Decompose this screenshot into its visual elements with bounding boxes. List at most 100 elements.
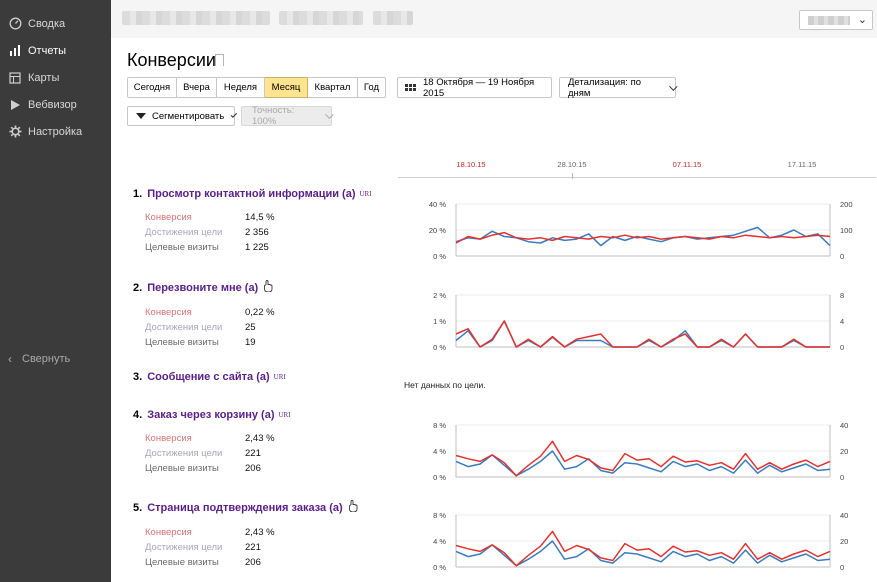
blurred-breadcrumb xyxy=(373,11,413,25)
map-icon xyxy=(8,71,22,85)
date-range-button[interactable]: 18 Октября — 19 Ноября 2015 xyxy=(397,76,552,99)
metric-label-achievements: Достижения цели xyxy=(145,448,223,459)
counter-select[interactable]: ⌄ xyxy=(799,10,873,30)
click-icon xyxy=(263,280,273,295)
segment-label: Сегментировать xyxy=(152,110,225,122)
detail-label: Детализация: по дням xyxy=(568,76,642,99)
y-right-tick-label: 20 xyxy=(840,447,848,456)
goal-number: 4. xyxy=(133,409,143,421)
goal-title[interactable]: 4. Заказ через корзину (а) URI xyxy=(133,409,291,421)
blurred-breadcrumb xyxy=(279,11,363,25)
goal-metrics: Конверсия 14,5 % Достижения цели 2 356 Цел… xyxy=(145,210,372,255)
sidebar-item-summary[interactable]: Сводка xyxy=(0,10,111,37)
metric-value-visits: 19 xyxy=(245,337,256,348)
goal-block: 4. Заказ через корзину (а) URI Конверсия… xyxy=(133,409,291,476)
metric-label-conversion: Конверсия xyxy=(145,307,192,318)
y-left-tick-label: 0 % xyxy=(433,473,446,482)
sidebar-item-label: Сводка xyxy=(28,17,66,30)
goal-title[interactable]: 1. Просмотр контактной информации (а) UR… xyxy=(133,188,372,200)
goal-chart[interactable]: 0 % 0 20 % 100 40 % 200 xyxy=(398,196,877,262)
goal-number: 2. xyxy=(133,281,143,294)
gauge-icon xyxy=(8,17,22,31)
y-left-tick-label: 1 % xyxy=(433,317,446,326)
conversion-series-line xyxy=(455,440,831,477)
y-left-tick-label: 40 % xyxy=(429,200,446,209)
period-yesterday-button[interactable]: Вчера xyxy=(177,77,217,98)
y-right-tick-label: 40 xyxy=(840,511,848,520)
period-today-button[interactable]: Сегодня xyxy=(127,77,177,98)
goal-chart[interactable]: 0 % 0 4 % 20 8 % 40 xyxy=(398,417,877,483)
metric-label-visits: Целевые визиты xyxy=(145,557,219,568)
metric-value-conversion: 0,22 % xyxy=(245,307,275,318)
goal-number: 1. xyxy=(133,188,143,200)
chevron-down-icon xyxy=(325,110,334,119)
conversion-series-line xyxy=(455,231,831,244)
period-quarter-button[interactable]: Квартал xyxy=(308,77,358,98)
date-range-label: 18 Октября — 19 Ноября 2015 xyxy=(423,76,535,99)
detail-select[interactable]: Детализация: по дням xyxy=(559,76,678,99)
filter-icon xyxy=(136,113,146,119)
metric-label-conversion: Конверсия xyxy=(145,212,192,223)
sidebar-item-maps[interactable]: Карты xyxy=(0,64,111,91)
top-bar: ⌄ xyxy=(111,0,877,38)
goal-title-text: Перезвоните мне (а) xyxy=(147,281,259,294)
goal-chart[interactable]: 0 % 0 1 % 4 2 % 8 xyxy=(398,287,877,353)
metric-label-conversion: Конверсия xyxy=(145,433,192,444)
period-week-button[interactable]: Неделя xyxy=(217,77,265,98)
sidebar-collapse-label: Свернуть xyxy=(22,353,71,365)
goal-number: 3. xyxy=(133,371,143,383)
y-left-tick-label: 0 % xyxy=(433,252,446,261)
metric-value-visits: 206 xyxy=(245,463,261,474)
date-axis: 18.10.15 28.10.15 07.11.15 17.11.15 xyxy=(398,155,876,180)
date-label: 07.11.15 xyxy=(672,160,702,169)
metric-value-achievements: 2 356 xyxy=(245,227,269,238)
goal-block: 2. Перезвоните мне (а) Конверсия 0,22 % Д… xyxy=(133,280,275,350)
period-selector: Сегодня Вчера Неделя Месяц Квартал Год xyxy=(127,77,386,98)
uri-badge: URI xyxy=(273,373,286,381)
metric-value-achievements: 221 xyxy=(245,542,261,553)
y-left-tick-label: 0 % xyxy=(433,343,446,352)
bookmark-icon[interactable] xyxy=(215,54,224,70)
sidebar-item-webvisor[interactable]: Вебвизор xyxy=(0,91,111,118)
sidebar-item-label: Вебвизор xyxy=(28,98,77,111)
y-right-tick-label: 4 xyxy=(840,317,844,326)
no-data-message: Нет данных по цели. xyxy=(404,380,486,390)
metric-value-achievements: 25 xyxy=(245,322,256,333)
goal-title-text: Страница подтверждения заказа (а) xyxy=(147,501,343,514)
accuracy-select: Точность: 100% xyxy=(241,105,334,127)
conversion-series-line xyxy=(455,320,830,348)
goal-title[interactable]: 3. Сообщение с сайта (а) URI xyxy=(133,371,286,383)
period-year-button[interactable]: Год xyxy=(358,77,386,98)
bar-chart-icon xyxy=(8,44,22,58)
goal-chart[interactable]: 0 % 0 4 % 20 8 % 40 xyxy=(398,507,877,573)
goal-number: 5. xyxy=(133,501,143,514)
goal-title[interactable]: 2. Перезвоните мне (а) xyxy=(133,280,275,295)
gear-icon xyxy=(8,125,22,139)
metric-label-visits: Целевые визиты xyxy=(145,242,219,253)
metric-value-conversion: 2,43 % xyxy=(245,527,275,538)
y-left-tick-label: 8 % xyxy=(433,421,446,430)
date-axis-line xyxy=(398,177,876,178)
play-icon xyxy=(8,98,22,112)
uri-badge: URI xyxy=(359,190,372,198)
segment-button[interactable]: Сегментировать xyxy=(127,106,238,126)
sidebar-item-reports[interactable]: Отчеты xyxy=(0,37,111,64)
date-label: 17.11.15 xyxy=(787,160,817,169)
goal-title[interactable]: 5. Страница подтверждения заказа (а) xyxy=(133,500,358,515)
chevron-down-icon xyxy=(669,81,678,91)
metric-value-conversion: 2,43 % xyxy=(245,433,275,444)
period-month-button[interactable]: Месяц xyxy=(265,77,308,98)
sidebar: Сводка Отчеты Карты Вебвизор Настройка ‹… xyxy=(0,0,111,582)
page-title: Конверсии xyxy=(127,50,216,70)
sidebar-item-settings[interactable]: Настройка xyxy=(0,118,111,145)
y-left-tick-label: 4 % xyxy=(433,447,446,456)
y-left-tick-label: 2 % xyxy=(433,291,446,300)
goal-metrics: Конверсия 2,43 % Достижения цели 221 Целев… xyxy=(145,525,358,570)
goal-block: 5. Страница подтверждения заказа (а) Кон… xyxy=(133,500,358,570)
sidebar-collapse-button[interactable]: ‹ Свернуть xyxy=(8,352,70,366)
accuracy-label: Точность: 100% xyxy=(252,105,295,127)
metric-label-visits: Целевые визиты xyxy=(145,463,219,474)
y-left-tick-label: 0 % xyxy=(433,563,446,572)
metric-label-achievements: Достижения цели xyxy=(145,542,223,553)
y-right-tick-label: 200 xyxy=(840,200,853,209)
